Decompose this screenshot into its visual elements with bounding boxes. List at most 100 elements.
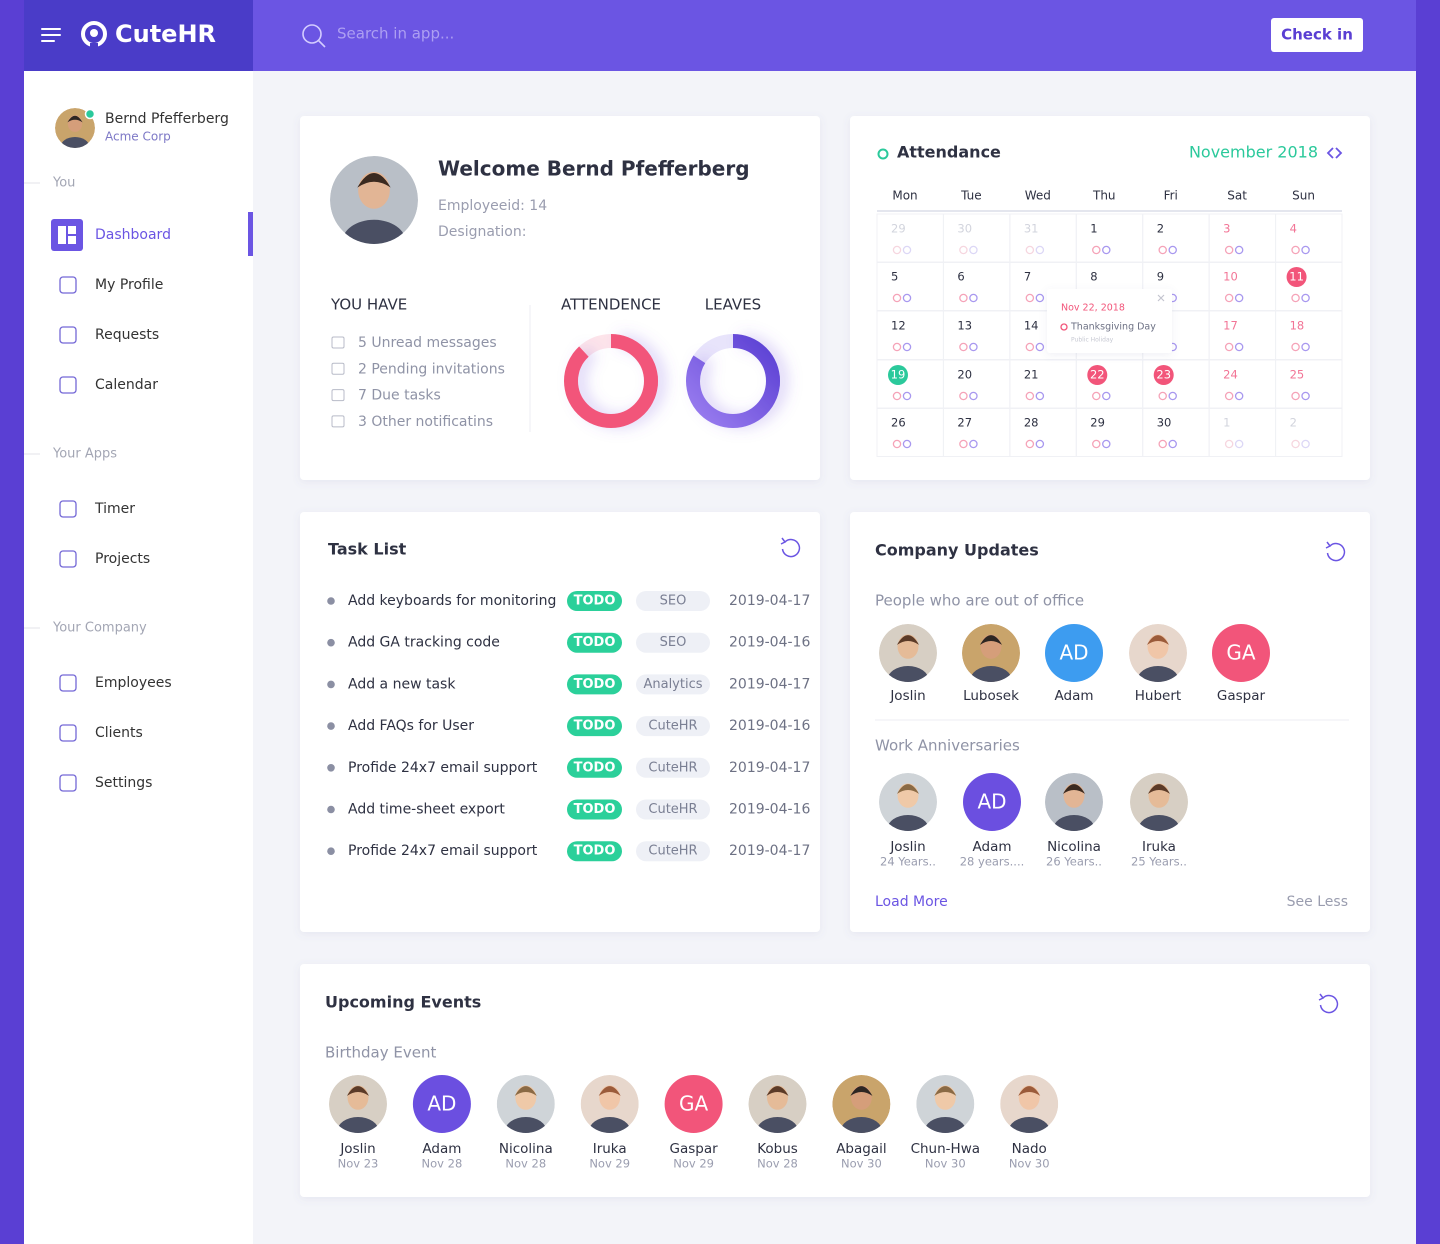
task-name[interactable]: Add GA tracking code — [348, 635, 500, 651]
tag-pill — [636, 591, 710, 611]
nav-item[interactable]: Projects — [95, 551, 150, 567]
person-name: Chun-Hwa — [911, 1141, 980, 1157]
tooltip-dot — [1060, 323, 1068, 331]
brand-block — [24, 0, 253, 71]
day-number[interactable]: 13 — [957, 319, 972, 333]
day-number[interactable]: 30 — [1157, 416, 1172, 430]
day-number[interactable]: 2 — [1157, 222, 1164, 236]
day-number[interactable]: 7 — [1024, 270, 1031, 284]
donut-label: LEAVES — [705, 296, 761, 314]
search-input[interactable]: Search in app... — [337, 25, 454, 43]
status-dot — [1291, 342, 1300, 352]
see-less[interactable]: See Less — [1287, 894, 1348, 910]
donut-arc — [564, 334, 658, 428]
tag-label: Analytics — [643, 677, 702, 692]
day-number[interactable]: 20 — [957, 368, 972, 382]
calendar-cell[interactable] — [1275, 407, 1343, 457]
day-number[interactable]: 23 — [1156, 368, 1171, 382]
nav-item[interactable]: Employees — [95, 675, 172, 691]
day-number[interactable]: 1 — [1223, 416, 1230, 430]
month-prev[interactable] — [1326, 147, 1334, 159]
nav-item[interactable]: Timer — [94, 501, 135, 517]
day-number[interactable]: 31 — [1024, 222, 1039, 236]
notification-item[interactable]: 2 Pending invitations — [358, 361, 505, 377]
status-dot — [1234, 245, 1244, 255]
notification-item[interactable]: 7 Due tasks — [358, 388, 441, 404]
person-name: Nicolina — [1047, 839, 1101, 855]
day-number[interactable]: 30 — [957, 222, 972, 236]
avatar — [1045, 773, 1103, 831]
day-marker — [888, 365, 908, 385]
nav-item[interactable]: Dashboard — [95, 227, 171, 243]
nav-item[interactable]: Clients — [95, 725, 143, 741]
day-number[interactable]: 3 — [1223, 222, 1230, 236]
task-name[interactable]: Add a new task — [348, 676, 456, 692]
day-number[interactable]: 1 — [1090, 222, 1097, 236]
designation: Designation: — [438, 224, 526, 240]
nav-item[interactable]: Settings — [95, 775, 152, 791]
status-dot — [892, 293, 902, 303]
day-number[interactable]: 24 — [1223, 368, 1238, 382]
day-number[interactable]: 12 — [891, 319, 906, 333]
updates-card — [850, 512, 1370, 932]
task-name[interactable]: Add time-sheet export — [348, 802, 505, 818]
day-number[interactable]: 21 — [1024, 368, 1039, 382]
avatar — [879, 773, 937, 831]
day-number[interactable]: 10 — [1223, 270, 1238, 284]
donut-label: ATTENDENCE — [561, 296, 661, 314]
nav-item[interactable]: Requests — [95, 327, 159, 343]
task-name[interactable]: Profide 24x7 email support — [348, 843, 538, 859]
day-number[interactable]: 18 — [1290, 319, 1305, 333]
status-dot — [1168, 391, 1177, 401]
updates-title: Company Updates — [875, 541, 1039, 560]
day-number[interactable]: 6 — [957, 270, 964, 284]
notification-item[interactable]: 3 Other notificatins — [358, 414, 493, 430]
month-next[interactable] — [1335, 147, 1343, 159]
tooltip-close[interactable] — [1157, 294, 1165, 302]
weekday: Wed — [1025, 189, 1051, 203]
load-more[interactable]: Load More — [875, 894, 948, 910]
task-date: 2019-04-16 — [729, 718, 810, 734]
status-pill — [567, 799, 622, 820]
avatar — [330, 156, 418, 244]
status-dot — [1224, 342, 1234, 352]
status-dot — [1301, 293, 1310, 303]
day-number[interactable]: 8 — [1090, 270, 1097, 284]
day-number[interactable]: 29 — [1090, 416, 1105, 430]
day-number[interactable]: 11 — [1289, 270, 1304, 284]
person-note: Nov 28 — [422, 1157, 463, 1171]
day-number[interactable]: 2 — [1290, 416, 1297, 430]
day-number[interactable]: 19 — [891, 368, 906, 382]
nav-section: Your Company — [52, 621, 147, 636]
task-name[interactable]: Profide 24x7 email support — [348, 760, 538, 776]
day-number[interactable]: 27 — [957, 416, 972, 430]
status-dot — [1092, 439, 1101, 449]
refresh-icon[interactable] — [1326, 542, 1346, 562]
day-number[interactable]: 5 — [891, 270, 898, 284]
nav-item[interactable]: My Profile — [95, 277, 163, 293]
day-number[interactable]: 4 — [1290, 222, 1297, 236]
person-name: Iruka — [1142, 839, 1176, 855]
nav-item[interactable]: Calendar — [95, 377, 158, 393]
tag-label: CuteHR — [648, 719, 697, 734]
day-number[interactable]: 28 — [1024, 416, 1039, 430]
checkin-label[interactable]: Check in — [1281, 26, 1353, 44]
status-dot — [1291, 245, 1300, 255]
task-name[interactable]: Add FAQs for User — [348, 718, 474, 734]
day-number[interactable]: 22 — [1090, 368, 1105, 382]
day-number[interactable]: 9 — [1157, 270, 1164, 284]
day-number[interactable]: 29 — [891, 222, 906, 236]
day-number[interactable]: 14 — [1024, 319, 1039, 333]
day-number[interactable]: 17 — [1223, 319, 1238, 333]
refresh-icon[interactable] — [781, 538, 801, 558]
notification-item[interactable]: 5 Unread messages — [358, 335, 497, 351]
task-name[interactable]: Add keyboards for monitoring — [348, 593, 556, 609]
day-number[interactable]: 25 — [1290, 368, 1305, 382]
menu-icon[interactable] — [41, 28, 61, 42]
avatar — [1000, 1075, 1059, 1133]
day-number[interactable]: 26 — [891, 416, 906, 430]
status-label: TODO — [574, 760, 616, 775]
refresh-icon[interactable] — [1319, 994, 1339, 1014]
avatar — [963, 773, 1021, 831]
checkin-button[interactable] — [1271, 18, 1363, 52]
